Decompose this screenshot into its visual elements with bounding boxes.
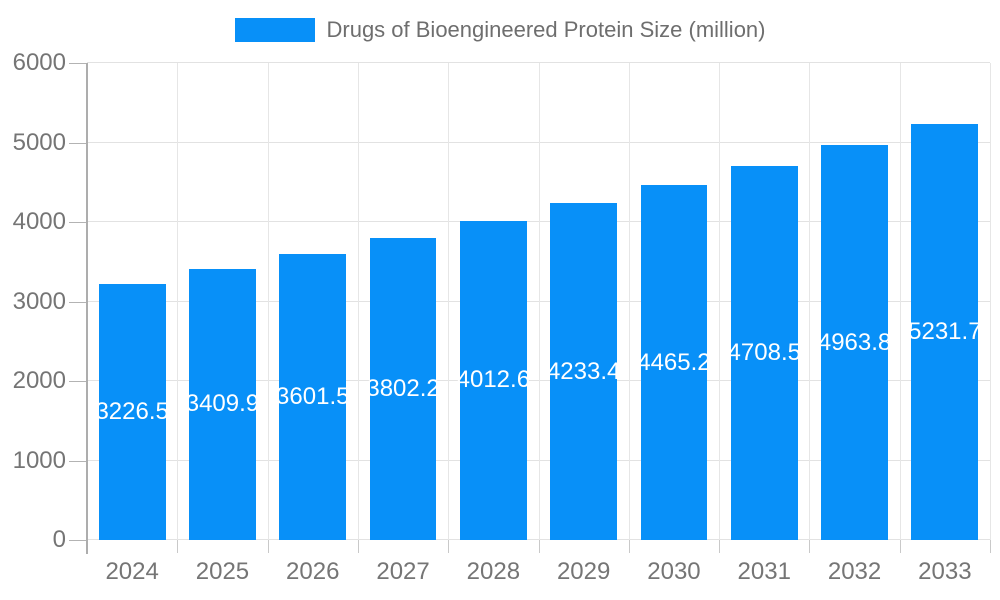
y-axis-tick [69,460,87,462]
y-axis-label: 6000 [12,49,66,76]
x-axis-label: 2027 [376,558,430,585]
legend-label[interactable]: Drugs of Bioengineered Protein Size (mil… [326,17,766,42]
y-axis-tick [69,142,87,144]
x-axis-tick [357,540,359,553]
x-gridline [357,63,359,540]
x-axis-tick [177,540,179,553]
y-axis-label: 5000 [12,128,66,156]
x-axis-label: 2029 [556,558,611,585]
y-axis-label: 0 [52,526,66,553]
bar[interactable] [550,203,618,540]
x-axis-tick [990,540,991,553]
y-axis-tick [69,63,87,64]
bar[interactable] [279,253,347,540]
x-axis-tick [448,540,450,553]
x-axis-label: 2033 [918,558,972,585]
bar[interactable] [911,124,979,540]
x-axis-tick [809,540,811,553]
x-axis-label: 2031 [737,558,791,585]
x-gridline [809,63,811,540]
x-axis-tick [899,540,901,553]
y-axis-tick [69,301,87,303]
y-axis-tick [69,540,87,541]
x-gridline [899,63,901,540]
bar[interactable] [189,268,256,540]
bar[interactable] [369,237,437,540]
y-axis-tick [69,381,87,382]
legend[interactable]: Drugs of Bioengineered Protein Size (mil… [0,12,1000,48]
bar[interactable] [640,185,708,540]
y-axis-label: 1000 [12,446,66,474]
x-axis-tick [628,540,630,553]
y-axis-label: 2000 [12,367,66,394]
x-gridline [719,63,721,540]
x-gridline [990,63,991,540]
x-gridline [538,63,540,540]
bar[interactable] [730,165,798,540]
x-axis-tick [719,540,721,553]
x-axis-label: 2028 [466,558,521,585]
bar[interactable] [459,221,527,540]
plot-area: 3226.5 3409.9 3601.5 3802.2 4012.6 4233.4 4465… [87,62,991,540]
y-axis-line [86,63,88,554]
x-gridline [177,63,179,540]
y-axis-tick [69,222,87,223]
x-axis-tick [267,540,269,553]
y-gridline [87,62,990,63]
x-gridline [628,63,630,540]
x-axis-label: 2026 [286,558,340,585]
x-gridline [267,63,269,540]
y-axis-label: 3000 [12,287,66,315]
bar[interactable] [98,283,166,540]
x-axis-tick [538,540,540,553]
bar[interactable] [821,145,888,540]
legend-swatch-icon[interactable] [234,18,315,42]
x-gridline [448,63,450,540]
x-axis-label: 2024 [105,558,159,585]
x-axis-label: 2030 [647,558,701,585]
x-axis-label: 2032 [827,558,882,585]
x-axis-label: 2025 [195,558,250,585]
y-axis-label: 4000 [12,208,66,235]
